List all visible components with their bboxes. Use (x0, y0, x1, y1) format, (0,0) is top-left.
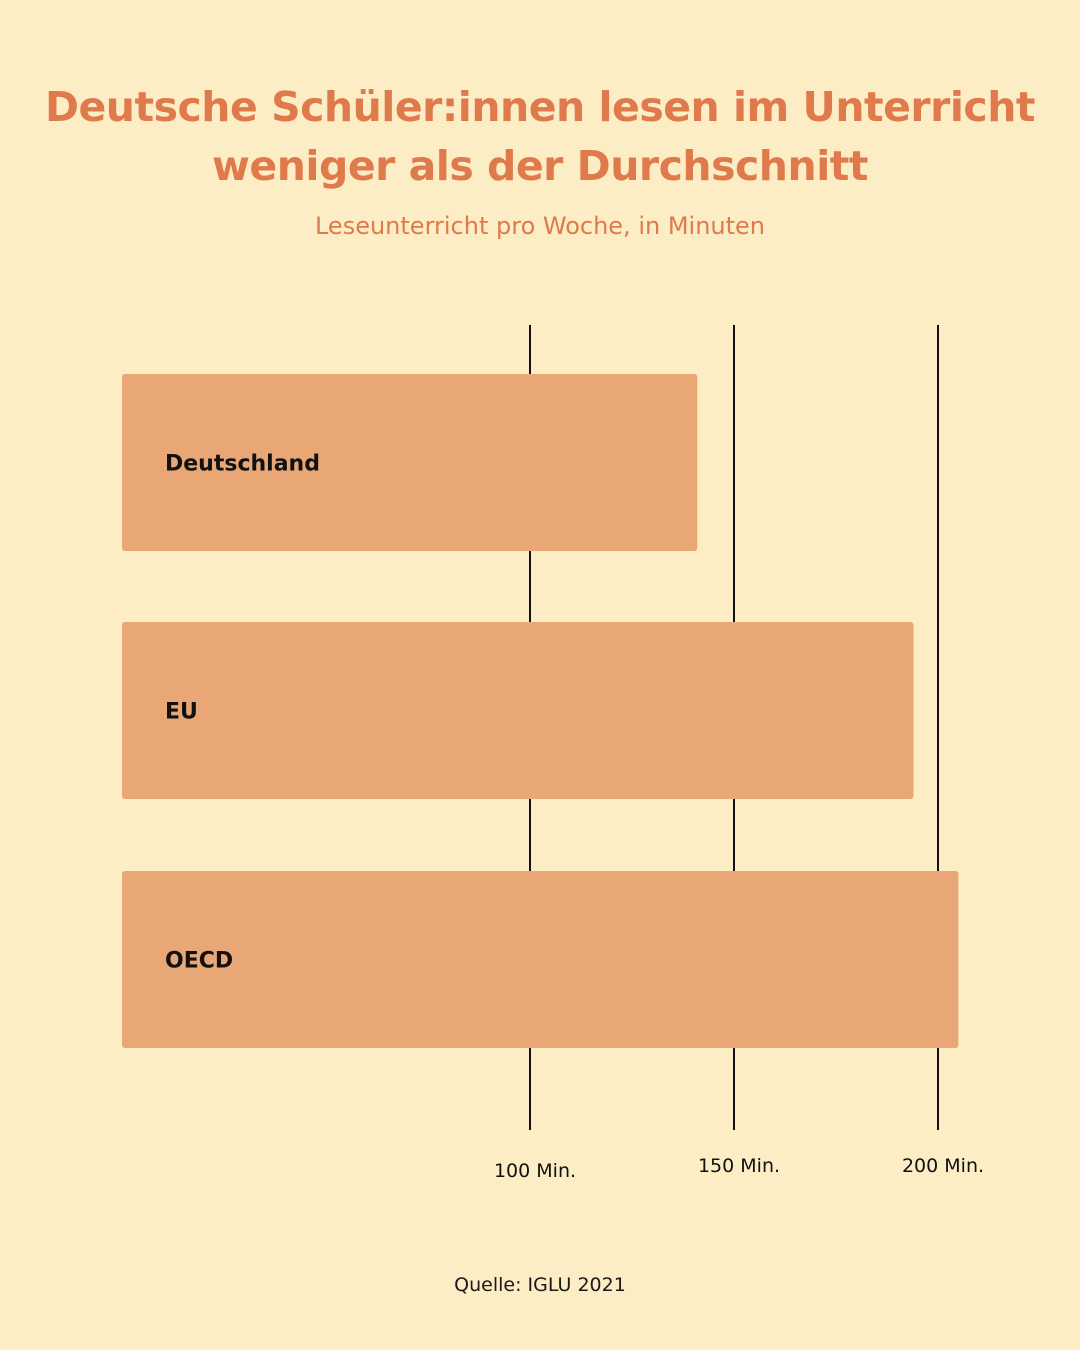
tick-label-150: 150 Min. (698, 1155, 780, 1177)
tick-label-100: 100 Min. (494, 1160, 576, 1182)
chart-subtitle: Leseunterricht pro Woche, in Minuten (314, 212, 766, 240)
bar-deutschland (122, 374, 698, 551)
bar-eu (122, 622, 914, 799)
chart-title: Deutsche Schüler:innen lesen im Unterric… (44, 83, 1036, 190)
bar-label-eu: EU (165, 700, 198, 725)
bars: Deutschland EU OECD (122, 374, 959, 1048)
bar-label-oecd: OECD (165, 949, 233, 974)
bar-label-deutschland: Deutschland (165, 452, 320, 477)
x-axis-ticks: 100 Min. 150 Min. 200 Min. (494, 1155, 984, 1182)
bar-oecd (122, 871, 959, 1048)
tick-label-200: 200 Min. (902, 1155, 984, 1177)
bar-chart: Deutschland EU OECD 100 Min. 150 Min. 200 Mi… (122, 325, 984, 1182)
source-note: Quelle: IGLU 2021 (454, 1274, 626, 1296)
